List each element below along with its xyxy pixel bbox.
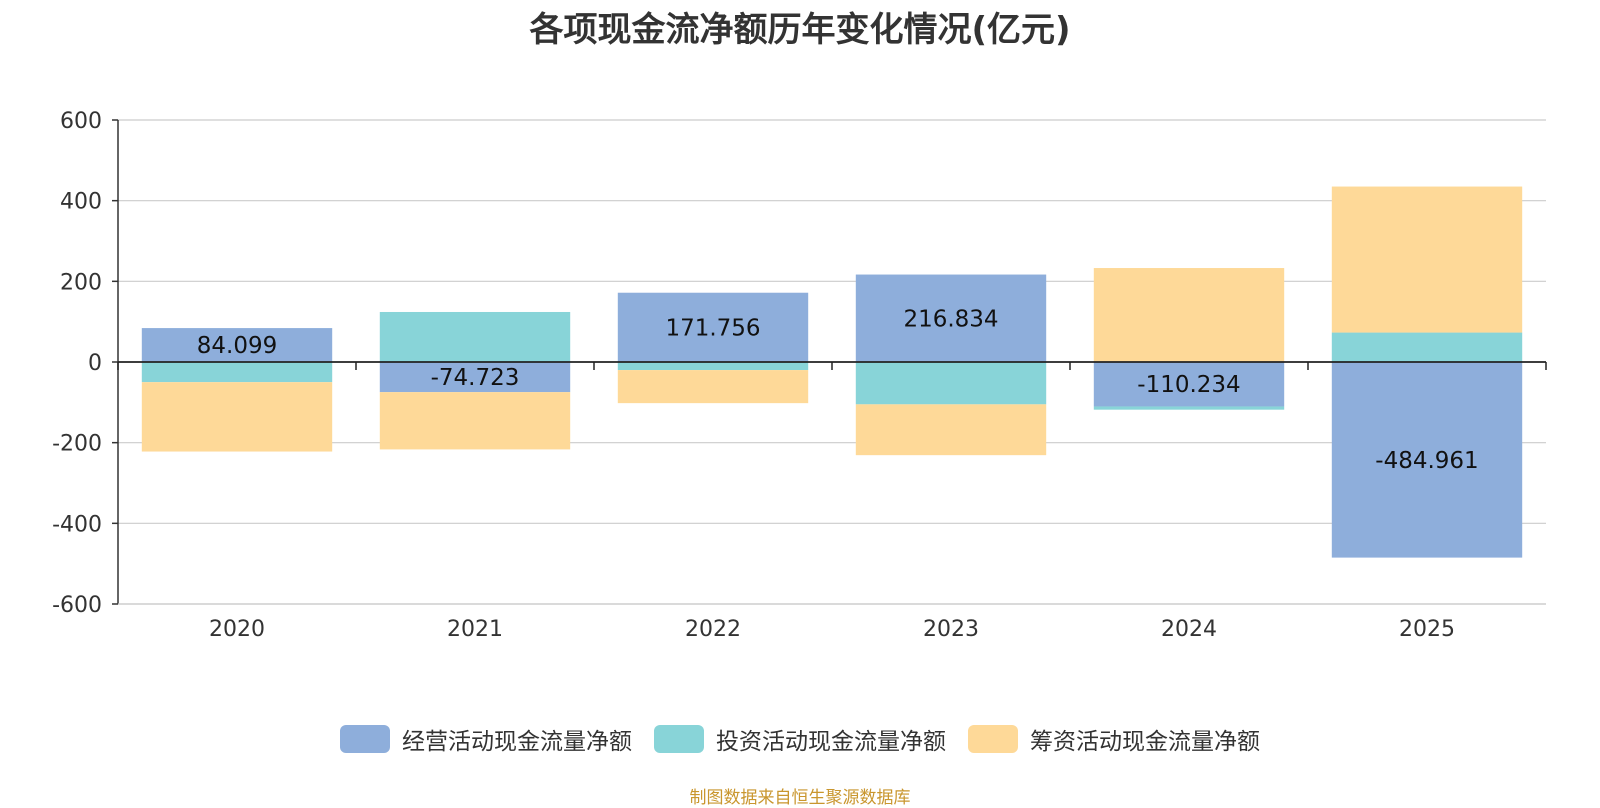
y-tick-label: 400 — [60, 190, 102, 215]
data-label-2022: 171.756 — [665, 315, 760, 341]
legend-swatch-operating — [340, 725, 390, 753]
x-tick-label: 2025 — [1399, 617, 1455, 642]
data-label-2020: 84.099 — [197, 333, 277, 359]
legend-item-financing[interactable]: 筹资活动现金流量净额 — [968, 722, 1260, 756]
source-note: 制图数据来自恒生聚源数据库 — [689, 788, 911, 808]
bar-2022-s1 — [617, 362, 809, 371]
x-tick-label: 2022 — [685, 617, 741, 642]
y-tick-label: -600 — [52, 593, 102, 618]
y-tick-label: 0 — [88, 351, 102, 376]
legend: 经营活动现金流量净额 投资活动现金流量净额 筹资活动现金流量净额 — [0, 722, 1600, 756]
bar-2021-s0 — [379, 362, 571, 393]
axes: 600 400 200 0 -200 -400 -600 2020 2021 2022 2023 20… — [52, 109, 1547, 642]
y-tick-label: 200 — [60, 270, 102, 295]
bar-2023-s1 — [855, 362, 1047, 405]
bar-2020-s1 — [141, 362, 333, 383]
bars — [141, 186, 1523, 558]
bar-2025-s0 — [1331, 362, 1523, 558]
x-tick-label: 2021 — [447, 617, 503, 642]
bar-2023-s0 — [855, 274, 1047, 362]
data-label-2023: 216.834 — [903, 306, 998, 332]
legend-item-operating[interactable]: 经营活动现金流量净额 — [340, 722, 632, 756]
y-tick-label: -200 — [52, 432, 102, 457]
legend-item-investing[interactable]: 投资活动现金流量净额 — [654, 722, 946, 756]
data-label-2025: -484.961 — [1375, 448, 1478, 474]
legend-swatch-investing — [654, 725, 704, 753]
bar-2024-s0 — [1093, 362, 1285, 407]
x-tick-label: 2020 — [209, 617, 265, 642]
x-tick-label: 2023 — [923, 617, 979, 642]
bar-2023-s2 — [855, 404, 1047, 456]
bar-2025-s2 — [1331, 186, 1523, 333]
chart-title: 各项现金流净额历年变化情况(亿元) — [529, 10, 1071, 50]
legend-swatch-financing — [968, 725, 1018, 753]
y-tick-label: -400 — [52, 512, 102, 537]
bar-2021-s1 — [379, 311, 571, 362]
bar-2022-s0 — [617, 292, 809, 362]
bar-2025-s1 — [1331, 332, 1523, 362]
bar-2020-s0 — [141, 328, 333, 362]
legend-label-financing: 筹资活动现金流量净额 — [1030, 729, 1260, 755]
legend-label-investing: 投资活动现金流量净额 — [716, 729, 946, 755]
data-labels: 84.099 -74.723 171.756 216.834 -110.234 -484.… — [197, 306, 1479, 474]
bar-2024-s2 — [1093, 268, 1285, 362]
data-label-2024: -110.234 — [1137, 372, 1240, 398]
legend-label-operating: 经营活动现金流量净额 — [402, 729, 632, 755]
x-tick-label: 2024 — [1161, 617, 1217, 642]
bar-2024-s1 — [1093, 406, 1285, 410]
bar-2021-s2 — [379, 392, 571, 450]
data-label-2021: -74.723 — [431, 365, 520, 391]
bar-2022-s2 — [617, 370, 809, 404]
bar-2020-s2 — [141, 382, 333, 452]
y-tick-label: 600 — [60, 109, 102, 134]
